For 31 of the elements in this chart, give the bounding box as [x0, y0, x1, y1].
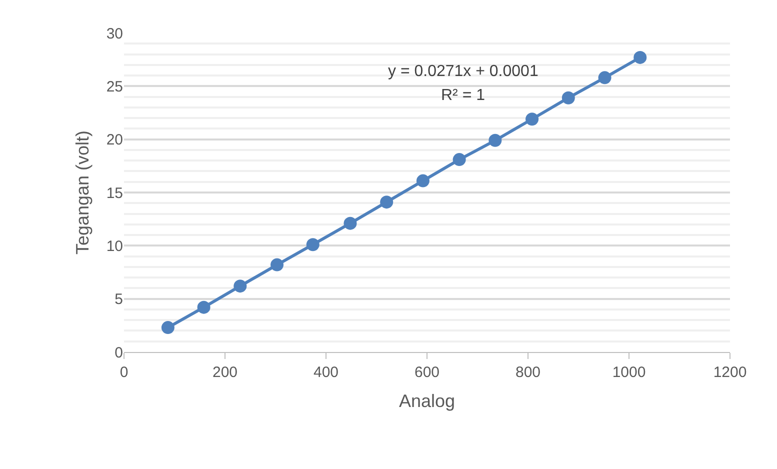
point — [197, 300, 210, 314]
point — [234, 280, 247, 293]
y-tick-label: 5 — [114, 291, 123, 308]
point — [380, 196, 394, 209]
y-tick-label: 30 — [106, 25, 123, 42]
point — [306, 238, 320, 252]
point — [634, 50, 647, 64]
point — [452, 153, 466, 166]
y-tick-label: 20 — [106, 132, 123, 149]
x-axis-title: Analog — [398, 391, 456, 412]
y-tick-label: 0 — [114, 344, 123, 362]
point — [161, 321, 174, 334]
point — [598, 71, 612, 84]
x-tick-label: 600 — [414, 364, 440, 381]
point — [270, 258, 284, 272]
x-tick-label: 1000 — [612, 364, 646, 381]
y-tick-label: 15 — [106, 184, 123, 202]
annotation: y = 0.0271x + 0.0001 — [388, 63, 538, 80]
x-tick-label: 200 — [212, 364, 238, 381]
point — [526, 112, 539, 126]
x-tick-label: 800 — [515, 364, 541, 381]
point — [488, 134, 502, 147]
point — [344, 216, 357, 230]
x-tick-label: 1200 — [713, 364, 747, 381]
y-axis-title: Tegangan (volt) — [72, 130, 93, 255]
y-tick-label: 10 — [106, 238, 123, 255]
y-tick-label: 25 — [106, 78, 123, 96]
point — [562, 91, 575, 104]
annotation: R² = 1 — [441, 87, 486, 104]
point — [416, 174, 430, 188]
x-tick-label: 400 — [313, 364, 339, 381]
